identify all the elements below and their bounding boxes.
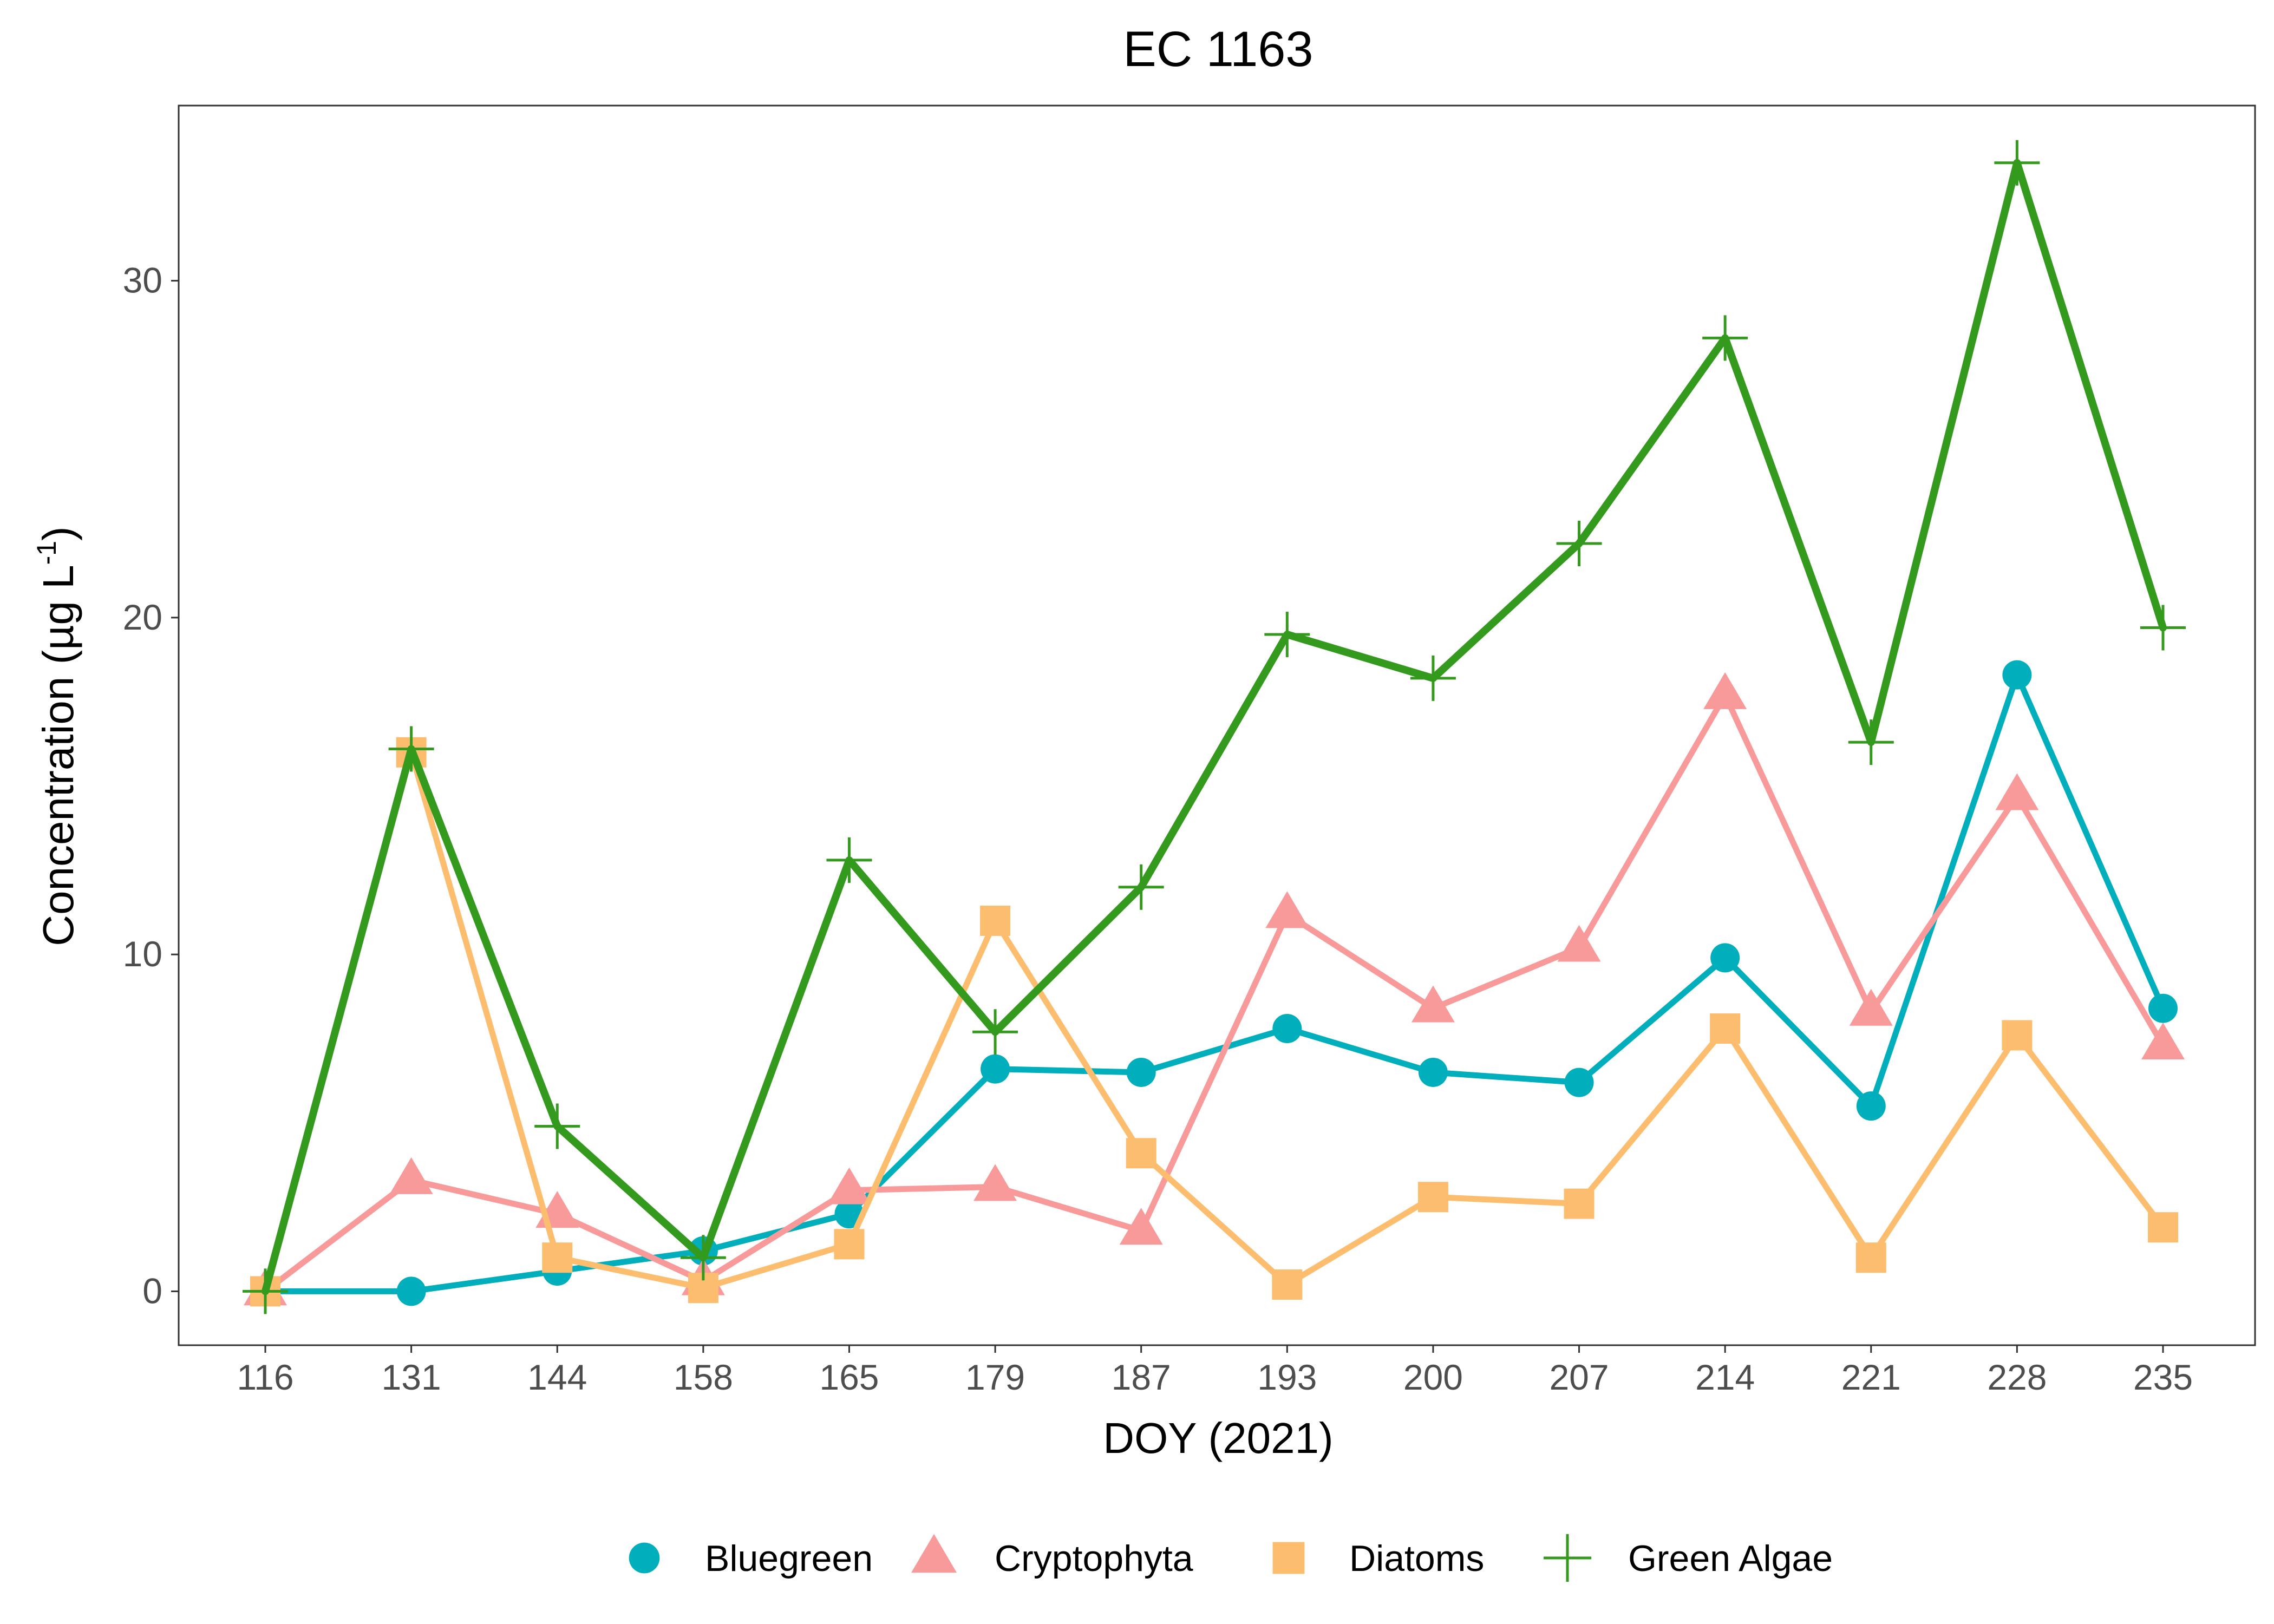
legend-label-cryptophyta: Cryptophyta (995, 1538, 1193, 1579)
legend-item-bluegreen: Bluegreen (629, 1538, 873, 1579)
legend-item-diatoms: Diatoms (1272, 1538, 1484, 1579)
x-tick-label: 207 (1549, 1357, 1609, 1397)
y-axis-title-close: ) (34, 526, 82, 541)
data-point-bluegreen (1418, 1057, 1448, 1087)
data-point-green-algae (2140, 605, 2186, 651)
data-point-green-algae (1702, 315, 1748, 361)
data-point-green-algae (680, 1235, 726, 1281)
data-point-cryptophyta (2141, 1023, 2185, 1060)
data-point-cryptophyta (1849, 988, 1893, 1026)
data-point-diatoms (980, 905, 1011, 936)
legend-label-bluegreen: Bluegreen (705, 1538, 873, 1579)
x-tick-label: 116 (237, 1357, 293, 1397)
x-tick-label: 193 (1257, 1357, 1317, 1397)
y-axis-title-superscript: -1 (31, 541, 62, 565)
data-point-diatoms (1710, 1013, 1741, 1044)
x-tick-label: 179 (965, 1357, 1025, 1397)
legend-key-cryptophyta (911, 1534, 957, 1573)
data-point-cryptophyta (827, 1167, 871, 1204)
y-axis-title-main: Concentration (µg L (34, 565, 82, 946)
y-axis-title: Concentration (µg L-1) (31, 526, 82, 946)
data-point-green-algae (534, 1103, 580, 1149)
data-point-cryptophyta (1703, 672, 1747, 709)
data-point-cryptophyta (1557, 925, 1601, 962)
data-point-bluegreen (396, 1276, 426, 1306)
data-point-diatoms (1564, 1188, 1595, 1219)
legend-key-green-algae (1543, 1534, 1592, 1582)
data-point-green-algae (1410, 655, 1456, 701)
series-line-diatoms (262, 749, 2166, 1294)
x-tick-label: 158 (674, 1357, 733, 1397)
series-line-bluegreen (262, 672, 2166, 1294)
plot-area: 0 10 20 30 116 131 144 158 165 179 187 193 200 207 214… (123, 104, 2256, 1397)
data-point-bluegreen (1126, 1057, 1156, 1087)
data-point-green-algae (1118, 864, 1164, 910)
x-tick-label: 221 (1841, 1357, 1901, 1397)
data-point-diatoms (2002, 1020, 2033, 1051)
x-tick-label: 228 (1987, 1357, 2047, 1397)
data-point-green-algae (1994, 140, 2040, 186)
x-tick-label: 131 (382, 1357, 441, 1397)
data-point-green-algae (1848, 719, 1894, 765)
plot-border (178, 104, 2256, 1346)
data-point-diatoms (1272, 1269, 1303, 1300)
x-tick-label: 214 (1695, 1357, 1755, 1397)
data-point-bluegreen (1710, 943, 1740, 973)
data-point-diatoms (834, 1229, 865, 1260)
x-tick-label: 165 (819, 1357, 879, 1397)
data-point-bluegreen (981, 1054, 1010, 1084)
x-tick-label: 144 (527, 1357, 587, 1397)
legend: Bluegreen Cryptophyta Diatoms Green Algae (629, 1534, 1833, 1582)
data-point-green-algae (972, 1009, 1018, 1055)
x-axis-title: DOY (2021) (1103, 1414, 1333, 1462)
data-point-bluegreen (1856, 1091, 1886, 1121)
legend-label-diatoms: Diatoms (1349, 1538, 1484, 1579)
data-point-green-algae (1264, 611, 1310, 657)
legend-label-green-algae: Green Algae (1628, 1538, 1833, 1579)
data-point-cryptophyta (389, 1157, 433, 1194)
y-tick-label: 0 (142, 1271, 162, 1311)
series-line-green-algae (262, 159, 2167, 1295)
data-point-green-algae (388, 726, 434, 772)
x-tick-label: 200 (1403, 1357, 1463, 1397)
data-point-diatoms (542, 1242, 573, 1273)
legend-key-bluegreen (629, 1542, 660, 1574)
x-tick-label: 235 (2133, 1357, 2193, 1397)
data-point-diatoms (1126, 1138, 1156, 1169)
data-point-bluegreen (1272, 1014, 1302, 1044)
y-tick-label: 30 (123, 260, 162, 300)
data-point-diatoms (2148, 1212, 2178, 1243)
data-point-bluegreen (2148, 993, 2178, 1023)
legend-item-cryptophyta: Cryptophyta (911, 1534, 1193, 1579)
data-point-cryptophyta (1119, 1208, 1163, 1245)
y-tick-label: 20 (123, 597, 162, 637)
data-point-cryptophyta (1411, 985, 1455, 1023)
data-point-green-algae (826, 837, 872, 883)
data-point-cryptophyta (973, 1164, 1017, 1201)
legend-item-green-algae: Green Algae (1543, 1534, 1833, 1582)
data-point-diatoms (1855, 1242, 1886, 1273)
legend-key-diatoms (1272, 1542, 1305, 1574)
y-tick-label: 10 (123, 934, 162, 974)
x-tick-label: 187 (1112, 1357, 1171, 1397)
data-point-bluegreen (1564, 1068, 1594, 1097)
chart-title: EC 1163 (1123, 22, 1313, 77)
data-point-green-algae (243, 1268, 288, 1314)
data-point-green-algae (1556, 520, 1602, 566)
data-point-cryptophyta (1995, 773, 2039, 810)
series-line-cryptophyta (262, 692, 2166, 1294)
data-point-cryptophyta (1265, 891, 1309, 928)
data-point-bluegreen (2002, 660, 2032, 690)
data-point-diatoms (1417, 1182, 1448, 1213)
